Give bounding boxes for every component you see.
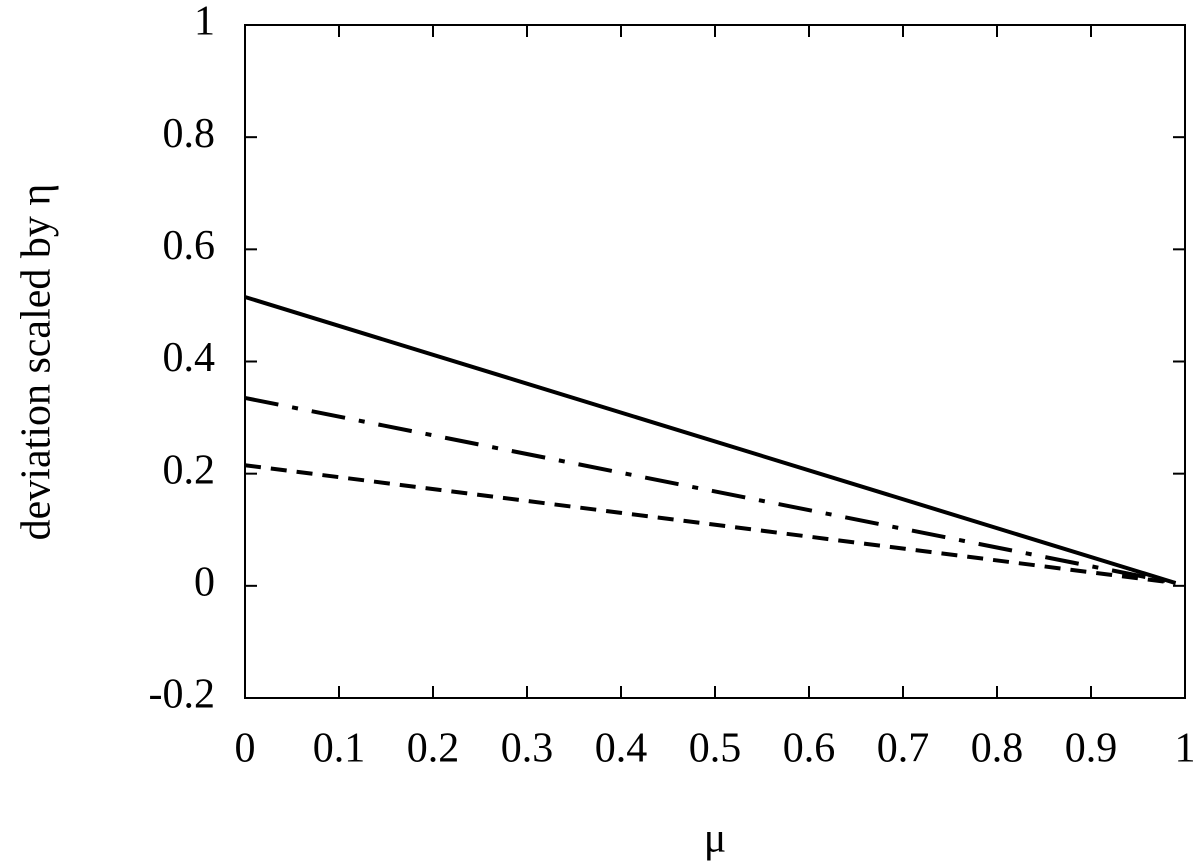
y-tick-label: 0.8 bbox=[163, 111, 216, 157]
series-line bbox=[244, 395, 1176, 585]
y-tick-label: 0.4 bbox=[163, 335, 216, 381]
series-line bbox=[244, 295, 1177, 585]
x-tick-label: 0.3 bbox=[501, 726, 554, 772]
x-axis-label: μ bbox=[704, 816, 727, 862]
y-axis-label: deviation scaled by η bbox=[14, 184, 60, 541]
y-tick-label: 0.2 bbox=[163, 447, 216, 493]
x-tick-label: 0.2 bbox=[407, 726, 460, 772]
y-tick-label: -0.2 bbox=[149, 672, 216, 718]
y-tick-label: 1 bbox=[194, 0, 215, 45]
x-tick-label: 0.7 bbox=[877, 726, 930, 772]
x-tick-label: 0.6 bbox=[783, 726, 836, 772]
plot-frame bbox=[244, 24, 1186, 699]
x-tick-label: 0.4 bbox=[595, 726, 648, 772]
x-tick-label: 0.1 bbox=[313, 726, 366, 772]
y-tick-label: 0 bbox=[194, 559, 215, 605]
x-tick-label: 0 bbox=[235, 726, 256, 772]
x-tick-label: 0.9 bbox=[1065, 726, 1118, 772]
series-line bbox=[244, 463, 1176, 586]
x-tick-label: 0.8 bbox=[971, 726, 1024, 772]
x-tick-label: 1 bbox=[1175, 726, 1196, 772]
y-tick-label: 0.6 bbox=[163, 223, 216, 269]
x-tick-label: 0.5 bbox=[689, 726, 742, 772]
